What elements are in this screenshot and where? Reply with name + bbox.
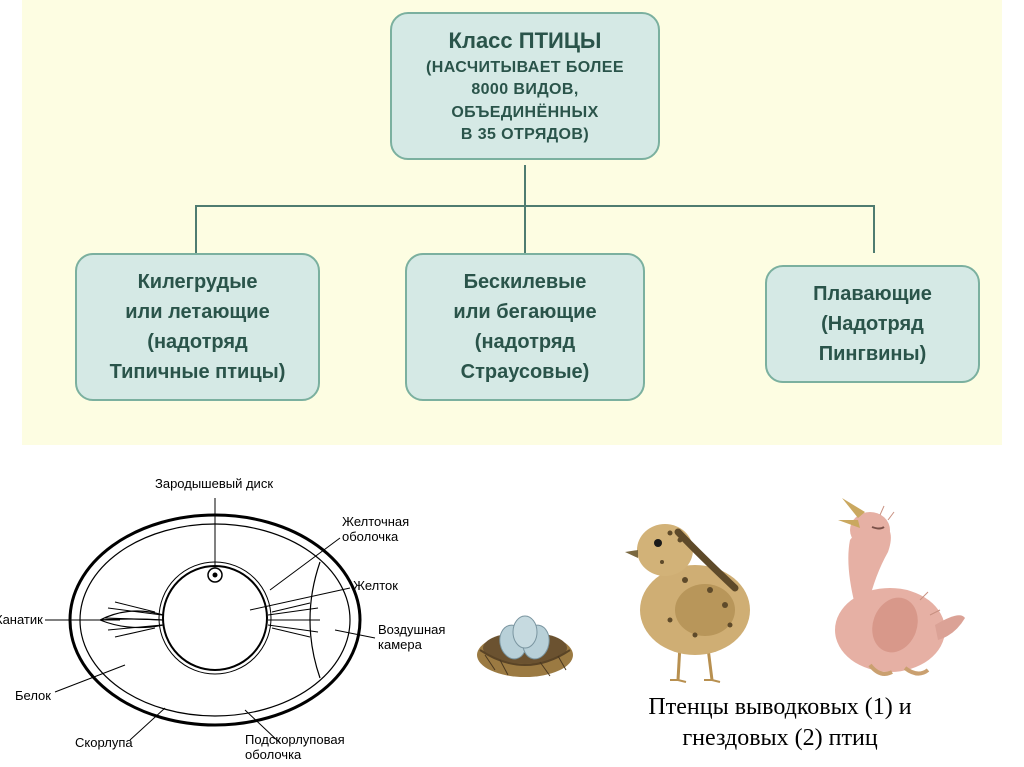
label-shell-membrane: Подскорлуповая оболочка [245,732,345,762]
c1-l1: Килегрудые [93,267,302,297]
label-air-chamber: Воздушная камера [378,622,445,652]
root-sub4: В 35 ОТРЯДОВ) [408,124,642,146]
c2-l4: Страусовые) [423,357,627,387]
connector-horizontal [195,205,875,207]
connector-root-down [524,165,526,205]
label-yolk: Желток [353,578,398,593]
connector-child1 [195,205,197,253]
chicks-caption: Птенцы выводковых (1) и гнездовых (2) пт… [560,692,1000,754]
chick-altricial-icon [835,498,965,674]
egg-diagram: Зародышевый диск Желточная оболочка Желт… [20,470,440,760]
nest-icon [477,616,573,677]
chicks-svg [470,470,1010,700]
c1-l4: Типичные птицы) [93,357,302,387]
c3-l2: (Надотряд [783,309,962,339]
c2-l2: или бегающие [423,297,627,327]
label-germinal-disc: Зародышевый диск [155,476,273,491]
c1-l2: или летающие [93,297,302,327]
label-yolk-membrane: Желточная оболочка [342,514,409,544]
caption-l1: Птенцы выводковых (1) и [648,694,911,720]
c1-l3: (надотряд [93,327,302,357]
root-title: Класс ПТИЦЫ [408,26,642,57]
label-chalaza: Канатик [0,612,43,627]
connector-child3 [873,205,875,253]
label-albumen: Белок [15,688,51,703]
root-sub2: 8000 ВИДОВ, [408,79,642,101]
label-shell: Скорлупа [75,735,133,750]
root-sub3: ОБЪЕДИНЁННЫХ [408,102,642,124]
caption-l2: гнездовых (2) птиц [682,725,877,751]
c3-l3: Пингвины) [783,339,962,369]
root-node: Класс ПТИЦЫ (НАСЧИТЫВАЕТ БОЛЕЕ 8000 ВИДО… [390,12,660,160]
connector-child2 [524,205,526,253]
child-node-2: Бескилевые или бегающие (надотряд Страус… [405,253,645,401]
c2-l1: Бескилевые [423,267,627,297]
child-node-1: Килегрудые или летающие (надотряд Типичн… [75,253,320,401]
child-node-3: Плавающие (Надотряд Пингвины) [765,265,980,383]
chick-precocial-icon [625,524,750,682]
c3-l1: Плавающие [783,279,962,309]
chicks-illustration: Птенцы выводковых (1) и гнездовых (2) пт… [470,470,1010,760]
root-sub1: (НАСЧИТЫВАЕТ БОЛЕЕ [408,57,642,79]
c2-l3: (надотряд [423,327,627,357]
